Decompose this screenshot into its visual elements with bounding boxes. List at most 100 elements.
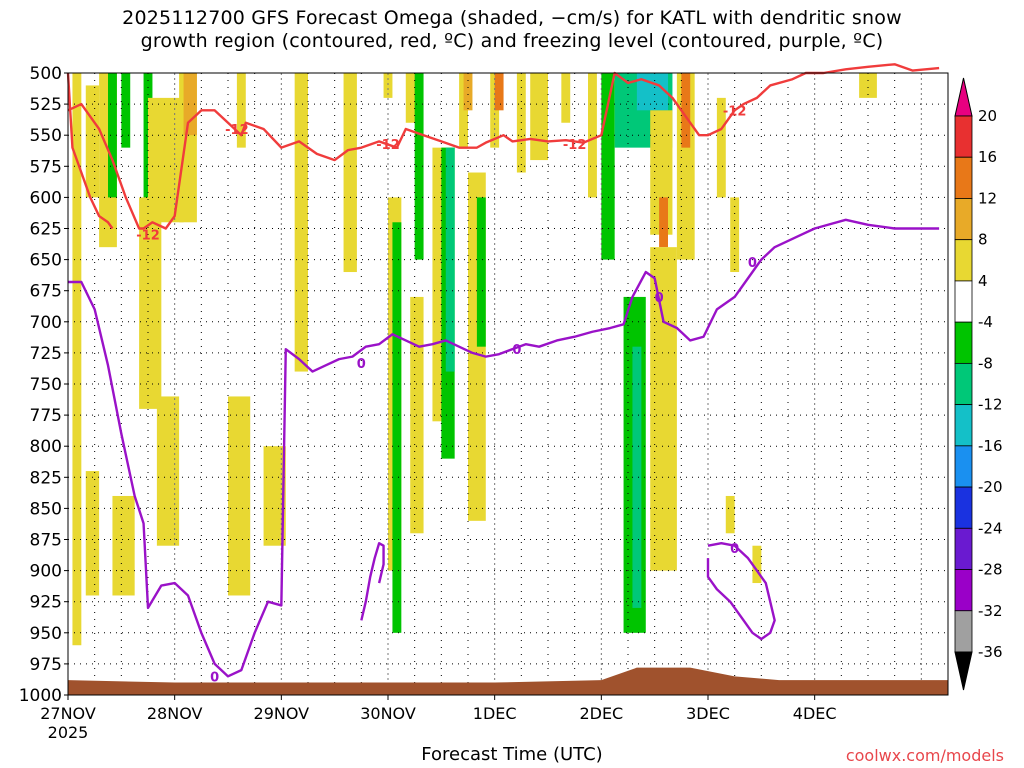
freezing-contour-label: 0 (730, 542, 739, 557)
colorbar-label: -28 (978, 561, 1003, 579)
omega-patch (650, 247, 677, 571)
gridlines (67, 73, 949, 695)
colorbar-box (954, 486, 973, 529)
colorbar-box (954, 156, 973, 199)
colorbar-label: -20 (978, 478, 1003, 496)
x-tick-label: 27NOV (40, 704, 96, 723)
y-tick-label: 625 (30, 220, 62, 240)
colorbar-box (954, 280, 973, 323)
colorbar-label: 12 (978, 189, 997, 207)
omega-patch (530, 73, 548, 161)
omega-patch (236, 73, 246, 148)
omega-patch (868, 73, 877, 98)
omega-patch (752, 545, 762, 584)
y-tick-label: 675 (30, 282, 62, 302)
freezing-contour-label: 0 (655, 291, 664, 306)
freezing-contour-label: 0 (210, 670, 219, 685)
x-tick-label: 4DEC (793, 704, 837, 723)
colorbar-top-triangle (954, 77, 973, 117)
colorbar-label: -4 (978, 313, 993, 331)
omega-patch (859, 73, 868, 98)
omega-patch (414, 73, 424, 260)
colorbar-label: -24 (978, 519, 1003, 537)
y-tick-label: 550 (30, 126, 62, 146)
omega-patch (183, 73, 197, 136)
colorbar-label: 4 (978, 272, 988, 290)
omega-patch (725, 495, 735, 534)
omega-patch (588, 73, 597, 198)
omega-shading-layer (72, 73, 877, 646)
colorbar-label: -8 (978, 354, 993, 372)
y-tick-label: 800 (30, 437, 62, 457)
omega-patch (121, 73, 131, 148)
omega-patch (112, 495, 135, 596)
colorbar-label: 20 (978, 107, 997, 125)
colorbar: 20 16 12 8 4 -4 -8 -12 -16 -20 -24 -28 -32 -36 (954, 77, 1003, 691)
y-tick-label: 950 (30, 624, 62, 644)
x-tick-label: 2DEC (579, 704, 623, 723)
y-tick-label: 775 (30, 406, 62, 426)
dgz-contour-label: -12 (563, 138, 587, 153)
omega-patch (156, 396, 180, 546)
omega-patch (294, 73, 308, 372)
colorbar-box (954, 569, 973, 612)
ground-fill (68, 667, 948, 695)
omega-patch (561, 73, 571, 123)
y-tick-label: 925 (30, 593, 62, 613)
freezing-level-small-contour (360, 542, 385, 621)
colorbar-box (954, 321, 973, 364)
colorbar-label: -16 (978, 437, 1003, 455)
chart-title-line-2: growth region (contoured, red, ºC) and f… (140, 30, 884, 52)
y-tick-label: 700 (30, 313, 62, 333)
chart-title-line-1: 2025112700 GFS Forecast Omega (shaded, −… (122, 7, 902, 29)
colorbar-box (954, 362, 973, 406)
omega-patch (139, 197, 162, 409)
colorbar-box (954, 527, 973, 570)
contour-layer: -12 -12 -12 -12 -12 0 0 0 0 0 0 (66, 63, 940, 685)
x-tick-label: 30NOV (360, 704, 416, 723)
omega-patch (383, 73, 393, 98)
omega-patch (716, 97, 726, 198)
x-axis-label: Forecast Time (UTC) (421, 744, 603, 765)
y-tick-label: 725 (30, 344, 62, 364)
y-tick-label: 1000 (19, 686, 62, 706)
x-tick-label: 3DEC (686, 704, 730, 723)
omega-patch (392, 222, 402, 633)
omega-patch (108, 73, 117, 198)
y-tick-label: 750 (30, 375, 62, 395)
dgz-contour-label: -12 (225, 123, 249, 138)
dgz-minus12-contour (67, 63, 940, 230)
colorbar-label: -12 (978, 396, 1003, 414)
omega-patch (148, 97, 184, 223)
colorbar-box (954, 404, 973, 447)
omega-patch (494, 73, 504, 111)
dgz-contour-label: -12 (723, 104, 747, 119)
colorbar-label: -32 (978, 602, 1003, 620)
omega-patch (463, 73, 473, 111)
y-tick-label: 825 (30, 468, 62, 488)
omega-patch (85, 85, 100, 198)
y-tick-label: 900 (30, 562, 62, 582)
freezing-level-contour (68, 218, 940, 678)
dgz-contour-label: -12 (376, 138, 400, 153)
colorbar-bottom-triangle (954, 651, 973, 691)
omega-patch (72, 73, 82, 646)
dgz-contour-label: -12 (136, 229, 160, 244)
freezing-level-small-contour (706, 542, 776, 641)
freezing-contour-label: 0 (748, 256, 757, 271)
credit-link[interactable]: coolwx.com/models (845, 746, 1004, 765)
colorbar-box (954, 445, 973, 488)
x-tick-label: 28NOV (147, 704, 203, 723)
y-tick-label: 975 (30, 655, 62, 675)
omega-patch (263, 446, 286, 546)
ground-layer (68, 667, 948, 695)
omega-patch (632, 346, 642, 608)
omega-patch (343, 73, 357, 273)
y-tick-label: 650 (30, 251, 62, 271)
omega-patch (476, 197, 486, 347)
axes: 500 525 550 575 600 625 650 675 700 725 750 775 800 8… (19, 64, 949, 742)
omega-patch (681, 73, 691, 148)
y-tick-label: 875 (30, 531, 62, 551)
y-tick-label: 850 (30, 499, 62, 519)
omega-patch (85, 471, 100, 596)
